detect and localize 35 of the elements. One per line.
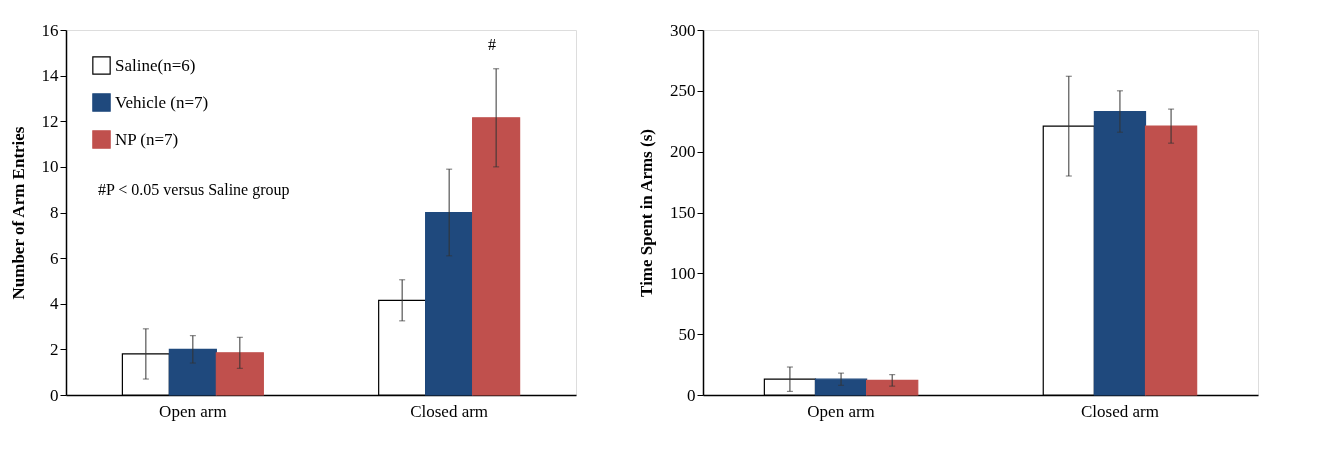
annotation: #P < 0.05 versus Saline group	[98, 181, 290, 199]
y-tick-label: 8	[50, 203, 59, 222]
y-tick-label: 50	[678, 324, 696, 344]
y-tick-label: 0	[687, 385, 696, 405]
legend-label: Vehicle (n=7)	[115, 92, 209, 112]
legend-label: Saline(n=6)	[115, 55, 196, 75]
y-tick-label: 100	[670, 263, 696, 283]
annotation: #	[488, 36, 496, 53]
y-tick-label: 12	[41, 111, 59, 131]
bar	[215, 352, 264, 396]
bar	[1144, 125, 1198, 396]
bar	[1093, 110, 1147, 396]
y-tick-label: 16	[41, 20, 59, 40]
y-tick-label: 10	[41, 157, 59, 177]
y-tick-label: 4	[50, 294, 59, 314]
y-axis-title: Number of Arm Entries	[8, 126, 28, 300]
bar	[472, 117, 521, 396]
x-tick-label: Open arm	[807, 401, 875, 421]
y-tick-label: 14	[41, 66, 59, 86]
bar	[425, 211, 474, 396]
y-tick-label: 250	[670, 81, 696, 101]
bar	[168, 348, 217, 396]
x-tick-label: Closed arm	[410, 401, 489, 421]
bar	[866, 379, 919, 396]
legend-label: NP (n=7)	[115, 129, 179, 149]
bar	[814, 378, 868, 396]
y-tick-label: 6	[50, 248, 59, 268]
y-tick-label: 300	[670, 20, 696, 40]
x-tick-label: Closed arm	[1080, 401, 1159, 421]
y-tick-label: 150	[670, 203, 696, 222]
y-tick-label: 0	[50, 385, 59, 405]
y-tick-label: 2	[50, 339, 59, 359]
x-tick-label: Open arm	[159, 401, 227, 421]
y-axis-title: Time Spent in Arms (s)	[637, 129, 656, 297]
y-tick-label: 200	[670, 142, 696, 162]
